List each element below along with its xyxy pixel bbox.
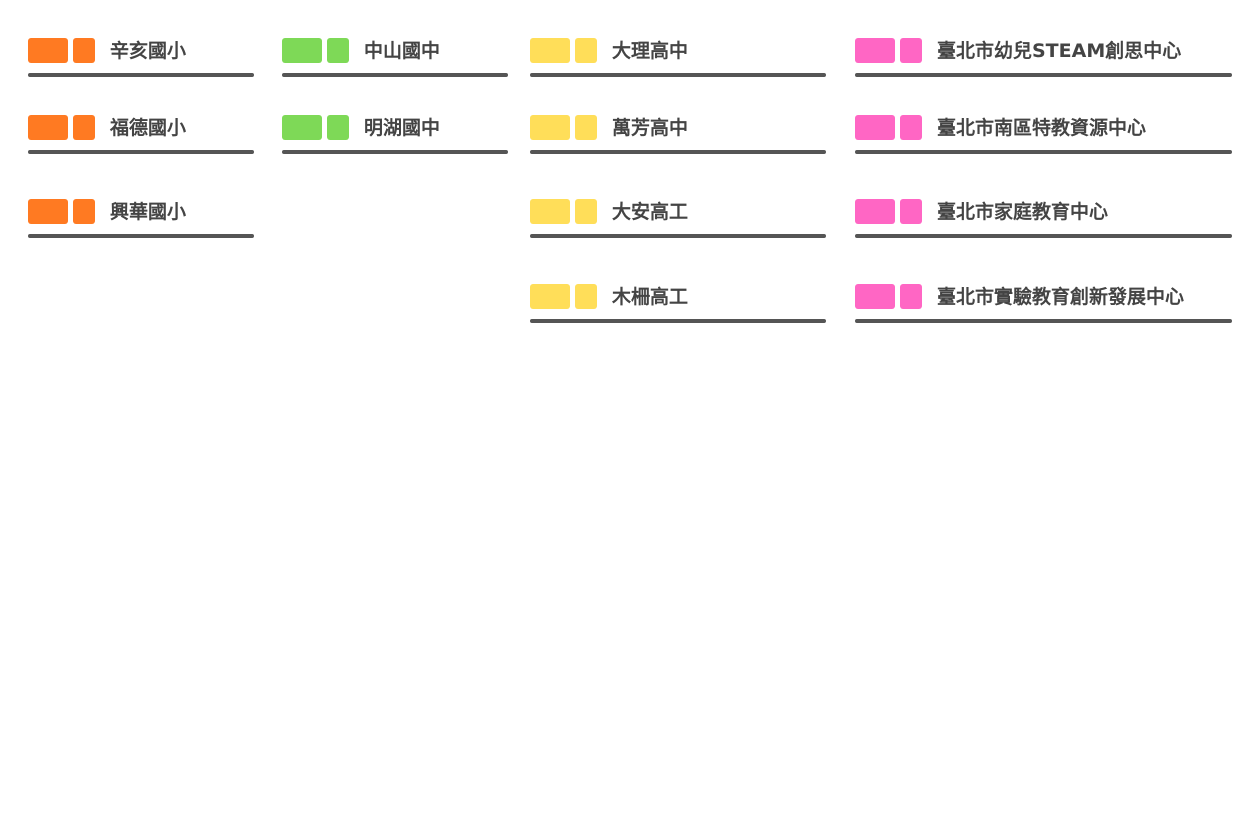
color-tag bbox=[73, 199, 95, 224]
item-label[interactable]: 辛亥國小 bbox=[110, 40, 187, 62]
underline bbox=[28, 234, 254, 238]
color-tag bbox=[282, 115, 322, 140]
color-tag bbox=[900, 284, 922, 309]
color-tag bbox=[282, 38, 322, 63]
color-tag bbox=[900, 38, 922, 63]
item-label[interactable]: 臺北市幼兒STEAM創思中心 bbox=[937, 40, 1182, 62]
list-item[interactable]: 大安高工 bbox=[530, 199, 826, 239]
color-tag bbox=[530, 199, 570, 224]
color-tag bbox=[530, 284, 570, 309]
underline bbox=[530, 234, 826, 238]
underline bbox=[855, 73, 1232, 77]
list-item[interactable]: 福德國小 bbox=[28, 115, 254, 155]
underline bbox=[530, 319, 826, 323]
item-label[interactable]: 興華國小 bbox=[110, 201, 187, 223]
list-item[interactable]: 明湖國中 bbox=[282, 115, 508, 155]
color-tag bbox=[575, 284, 597, 309]
color-tag bbox=[530, 115, 570, 140]
item-label[interactable]: 大安高工 bbox=[612, 201, 689, 223]
color-tag bbox=[327, 38, 349, 63]
underline bbox=[282, 150, 508, 154]
underline bbox=[855, 319, 1232, 323]
color-tag bbox=[28, 115, 68, 140]
underline bbox=[530, 150, 826, 154]
list-item[interactable]: 臺北市南區特教資源中心 bbox=[855, 115, 1232, 155]
underline bbox=[282, 73, 508, 77]
list-item[interactable]: 辛亥國小 bbox=[28, 38, 254, 78]
color-tag bbox=[73, 38, 95, 63]
color-tag bbox=[530, 38, 570, 63]
color-tag bbox=[900, 115, 922, 140]
color-tag bbox=[575, 199, 597, 224]
color-tag bbox=[28, 38, 68, 63]
item-label[interactable]: 中山國中 bbox=[364, 40, 441, 62]
color-tag bbox=[575, 38, 597, 63]
underline bbox=[28, 73, 254, 77]
color-tag bbox=[900, 199, 922, 224]
list-item[interactable]: 臺北市家庭教育中心 bbox=[855, 199, 1232, 239]
item-label[interactable]: 明湖國中 bbox=[364, 117, 441, 139]
list-item[interactable]: 興華國小 bbox=[28, 199, 254, 239]
item-label[interactable]: 大理高中 bbox=[612, 40, 689, 62]
color-tag bbox=[855, 284, 895, 309]
list-item[interactable]: 臺北市實驗教育創新發展中心 bbox=[855, 284, 1232, 324]
item-label[interactable]: 萬芳高中 bbox=[612, 117, 689, 139]
color-tag bbox=[73, 115, 95, 140]
item-label[interactable]: 福德國小 bbox=[110, 117, 187, 139]
list-item[interactable]: 中山國中 bbox=[282, 38, 508, 78]
list-item[interactable]: 木柵高工 bbox=[530, 284, 826, 324]
color-tag bbox=[855, 115, 895, 140]
item-label[interactable]: 木柵高工 bbox=[612, 286, 689, 308]
list-item[interactable]: 萬芳高中 bbox=[530, 115, 826, 155]
underline bbox=[855, 234, 1232, 238]
color-tag bbox=[575, 115, 597, 140]
item-label[interactable]: 臺北市家庭教育中心 bbox=[937, 201, 1109, 223]
list-item[interactable]: 大理高中 bbox=[530, 38, 826, 78]
color-tag bbox=[855, 38, 895, 63]
item-label[interactable]: 臺北市南區特教資源中心 bbox=[937, 117, 1147, 139]
list-item[interactable]: 臺北市幼兒STEAM創思中心 bbox=[855, 38, 1232, 78]
item-label[interactable]: 臺北市實驗教育創新發展中心 bbox=[937, 286, 1185, 308]
color-tag bbox=[855, 199, 895, 224]
underline bbox=[855, 150, 1232, 154]
underline bbox=[28, 150, 254, 154]
color-tag bbox=[327, 115, 349, 140]
color-tag bbox=[28, 199, 68, 224]
underline bbox=[530, 73, 826, 77]
